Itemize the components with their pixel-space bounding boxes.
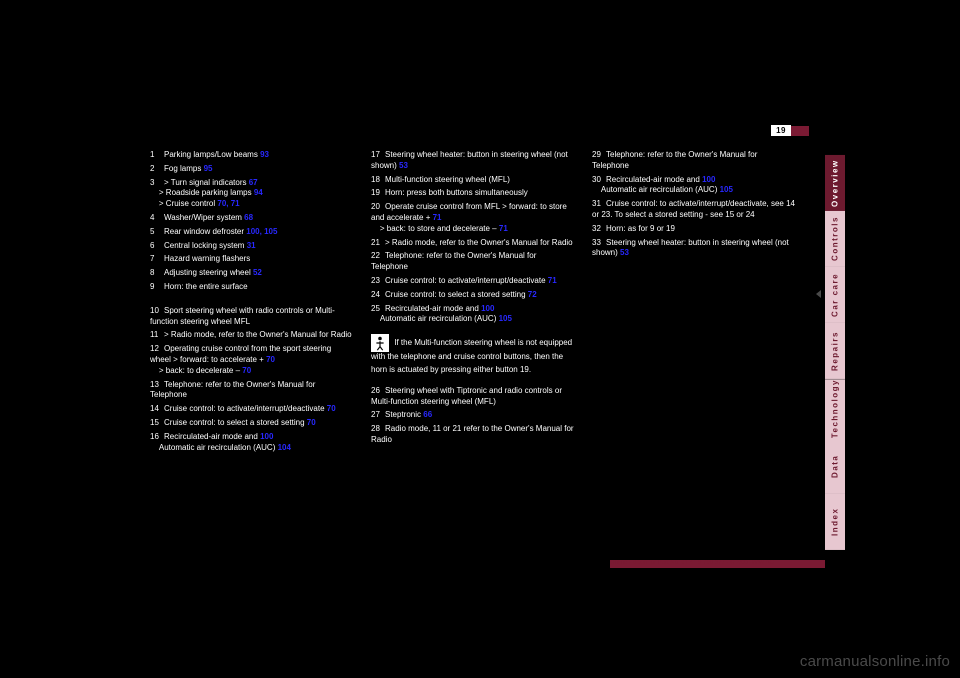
list-item: 6Central locking system 31 bbox=[150, 241, 353, 252]
page-link[interactable]: 94 bbox=[254, 188, 263, 197]
list-item: 8Adjusting steering wheel 52 bbox=[150, 268, 353, 279]
footer-bar: Online Edition for Part No. 01 41 9 790 … bbox=[610, 560, 825, 568]
page-link[interactable]: 105 bbox=[720, 185, 733, 194]
tab-data[interactable]: Data bbox=[825, 438, 845, 494]
list-item: 15Cruise control: to select a stored set… bbox=[150, 418, 353, 429]
tab-repairs[interactable]: Repairs bbox=[825, 323, 845, 379]
list-item: 32Horn: as for 9 or 19 bbox=[592, 224, 795, 235]
list-item: 19Horn: press both buttons simultaneousl… bbox=[371, 188, 574, 199]
list-item: 12Operating cruise control from the spor… bbox=[150, 344, 353, 376]
list-item: 28Radio mode, 11 or 21 refer to the Owne… bbox=[371, 424, 574, 446]
list-item: 10Sport steering wheel with radio contro… bbox=[150, 306, 353, 328]
page-link[interactable]: 104 bbox=[278, 443, 291, 452]
page-link[interactable]: 52 bbox=[253, 268, 262, 277]
list-item: 29Telephone: refer to the Owner's Manual… bbox=[592, 150, 795, 172]
list-item: 21> Radio mode, refer to the Owner's Man… bbox=[371, 238, 574, 249]
list-item: 31Cruise control: to activate/interrupt/… bbox=[592, 199, 795, 221]
note-text: If the Multi-function steering wheel is … bbox=[371, 338, 572, 374]
page-link[interactable]: 105 bbox=[499, 314, 512, 323]
list-item: 5Rear window defroster 100, 105 bbox=[150, 227, 353, 238]
tab-controls[interactable]: Controls bbox=[825, 211, 845, 267]
list-item: 22Telephone: refer to the Owner's Manual… bbox=[371, 251, 574, 273]
page-link[interactable]: 100 bbox=[702, 175, 715, 184]
page-link[interactable]: 72 bbox=[528, 290, 537, 299]
tab-car-care[interactable]: Car care bbox=[825, 267, 845, 323]
tab-index[interactable]: Index bbox=[825, 494, 845, 550]
page-link[interactable]: 95 bbox=[204, 164, 213, 173]
tab-technology[interactable]: Technology bbox=[825, 379, 845, 438]
list-item: 17Steering wheel heater: button in steer… bbox=[371, 150, 574, 172]
list-item: 20Operate cruise control from MFL > forw… bbox=[371, 202, 574, 234]
list-item: 16Recirculated-air mode and 100 Automati… bbox=[150, 432, 353, 454]
column-2: 17Steering wheel heater: button in steer… bbox=[371, 150, 574, 550]
page-link[interactable]: 70, 71 bbox=[217, 199, 239, 208]
content-columns: 1Parking lamps/Low beams 93 2Fog lamps 9… bbox=[150, 150, 795, 550]
page-number: 19 bbox=[771, 125, 791, 136]
page-link[interactable]: 66 bbox=[423, 410, 432, 419]
list-item: 9Horn: the entire surface bbox=[150, 282, 353, 293]
column-1: 1Parking lamps/Low beams 93 2Fog lamps 9… bbox=[150, 150, 353, 550]
list-item: 18Multi-function steering wheel (MFL) bbox=[371, 175, 574, 186]
page-number-box: 19 bbox=[771, 125, 809, 136]
list-item: 1Parking lamps/Low beams 93 bbox=[150, 150, 353, 161]
watermark: carmanualsonline.info bbox=[800, 653, 950, 670]
tab-overview[interactable]: Overview bbox=[825, 155, 845, 211]
list-item: 27Steptronic 66 bbox=[371, 410, 574, 421]
list-item: 14Cruise control: to activate/interrupt/… bbox=[150, 404, 353, 415]
list-item: 33Steering wheel heater: button in steer… bbox=[592, 238, 795, 260]
page-link[interactable]: 93 bbox=[260, 150, 269, 159]
manual-page: 19 1Parking lamps/Low beams 93 2Fog lamp… bbox=[150, 125, 845, 570]
page-link[interactable]: 70 bbox=[266, 355, 275, 364]
page-link[interactable]: 31 bbox=[247, 241, 256, 250]
note-block: If the Multi-function steering wheel is … bbox=[371, 334, 574, 376]
list-item: 24Cruise control: to select a stored set… bbox=[371, 290, 574, 301]
list-item: 30Recirculated-air mode and 100 Automati… bbox=[592, 175, 795, 197]
list-item: 11> Radio mode, refer to the Owner's Man… bbox=[150, 330, 353, 341]
page-link[interactable]: 71 bbox=[499, 224, 508, 233]
page-link[interactable]: 70 bbox=[242, 366, 251, 375]
list-item: 3> Turn signal indicators 67 > Roadside … bbox=[150, 178, 353, 210]
page-link[interactable]: 100 bbox=[260, 432, 273, 441]
list-item: 25Recirculated-air mode and 100 Automati… bbox=[371, 304, 574, 326]
page-link[interactable]: 100 bbox=[481, 304, 494, 313]
list-item: 23Cruise control: to activate/interrupt/… bbox=[371, 276, 574, 287]
list-item: 4Washer/Wiper system 68 bbox=[150, 213, 353, 224]
page-link[interactable]: 67 bbox=[249, 178, 258, 187]
page-link[interactable]: 70 bbox=[307, 418, 316, 427]
person-icon bbox=[371, 334, 389, 352]
column-3: 29Telephone: refer to the Owner's Manual… bbox=[592, 150, 795, 550]
side-arrow-icon bbox=[816, 290, 821, 298]
page-number-accent bbox=[791, 126, 809, 136]
list-item: 2Fog lamps 95 bbox=[150, 164, 353, 175]
page-link[interactable]: 100, 105 bbox=[246, 227, 277, 236]
list-item: 7Hazard warning flashers bbox=[150, 254, 353, 265]
page-link[interactable]: 68 bbox=[244, 213, 253, 222]
page-link[interactable]: 53 bbox=[399, 161, 408, 170]
page-link[interactable]: 53 bbox=[620, 248, 629, 257]
list-item: 13Telephone: refer to the Owner's Manual… bbox=[150, 380, 353, 402]
list-item: 26Steering wheel with Tiptronic and radi… bbox=[371, 386, 574, 408]
page-link[interactable]: 71 bbox=[548, 276, 557, 285]
side-tabs: Overview Controls Car care Repairs Techn… bbox=[825, 155, 845, 550]
page-link[interactable]: 70 bbox=[327, 404, 336, 413]
end-marker-icon: ◀ bbox=[533, 363, 540, 375]
page-link[interactable]: 71 bbox=[433, 213, 442, 222]
